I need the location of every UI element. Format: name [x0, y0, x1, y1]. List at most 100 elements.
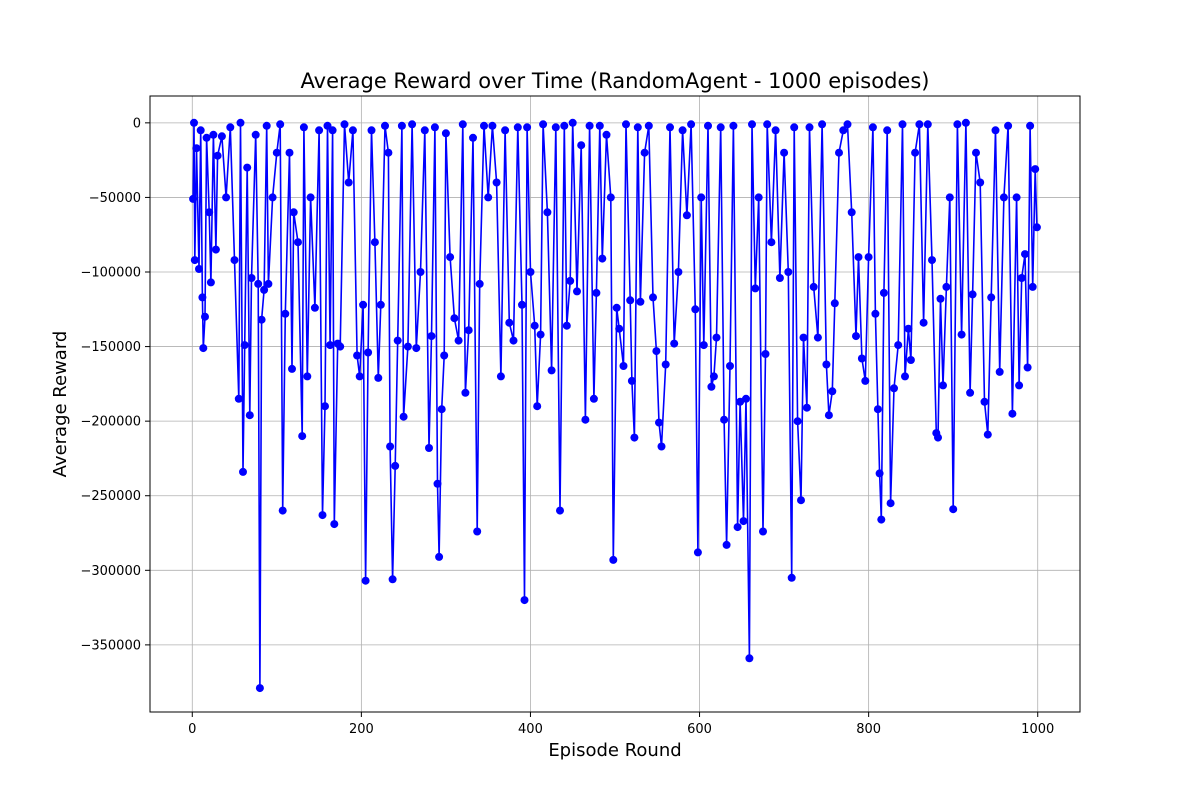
data-point	[403, 342, 412, 351]
x-tick-label: 200	[349, 722, 374, 737]
data-point	[802, 403, 811, 412]
y-tick-label: −200000	[80, 415, 141, 430]
y-tick-label: −100000	[80, 266, 141, 281]
data-point	[602, 130, 611, 139]
data-point	[991, 126, 1000, 135]
data-point	[886, 499, 895, 508]
data-point	[303, 372, 312, 381]
data-point	[370, 238, 379, 247]
data-point	[592, 288, 601, 297]
data-point	[868, 123, 877, 132]
data-point	[595, 121, 604, 130]
series-line	[192, 122, 1038, 689]
data-point	[255, 684, 264, 693]
data-point	[1012, 193, 1021, 202]
data-point	[388, 575, 397, 584]
data-point	[348, 126, 357, 135]
data-point	[195, 265, 203, 273]
data-point	[461, 388, 470, 397]
data-point	[196, 126, 205, 135]
data-point	[707, 382, 716, 391]
data-point	[416, 268, 425, 276]
data-point	[797, 496, 805, 505]
data-point	[264, 279, 273, 288]
data-point	[901, 372, 909, 381]
data-point	[222, 193, 231, 202]
data-point	[205, 208, 214, 217]
data-point	[458, 120, 467, 129]
data-point	[198, 293, 207, 302]
data-point	[298, 432, 307, 441]
data-point	[397, 121, 406, 130]
data-point	[213, 151, 222, 160]
data-point	[936, 294, 945, 303]
data-point	[999, 193, 1008, 202]
data-point	[835, 148, 843, 157]
data-point	[691, 305, 700, 314]
data-point	[630, 433, 639, 442]
data-point	[272, 148, 281, 157]
data-point	[822, 360, 831, 369]
data-point	[393, 336, 402, 345]
data-point	[430, 123, 439, 132]
data-point	[939, 381, 947, 390]
x-tick-label: 800	[856, 722, 881, 737]
data-point	[861, 376, 870, 385]
data-point	[1015, 381, 1024, 390]
data-point	[328, 126, 337, 135]
data-point	[995, 367, 1004, 376]
data-point	[367, 126, 376, 135]
data-point	[573, 287, 581, 296]
x-tick-label: 400	[518, 722, 543, 737]
data-point	[441, 129, 450, 138]
data-point	[230, 256, 239, 265]
data-point	[469, 133, 477, 142]
data-point	[1028, 282, 1037, 291]
data-point	[318, 511, 327, 520]
data-point	[745, 654, 754, 663]
data-point	[427, 332, 436, 341]
data-point	[626, 296, 635, 305]
data-point	[1031, 165, 1040, 174]
data-point	[344, 178, 353, 187]
data-point	[697, 193, 706, 202]
data-point	[488, 121, 497, 130]
data-point	[693, 548, 702, 557]
data-point	[206, 278, 215, 287]
data-point	[790, 123, 799, 132]
data-point	[247, 274, 256, 282]
data-point	[879, 288, 888, 297]
data-point	[612, 303, 621, 312]
data-point	[376, 300, 385, 309]
y-axis-label: Average Reward	[50, 331, 71, 478]
data-point	[847, 208, 856, 217]
data-point	[539, 120, 548, 129]
data-point	[736, 397, 745, 406]
data-point	[315, 126, 324, 135]
data-point	[852, 332, 860, 341]
data-point	[310, 303, 319, 312]
series-layer	[189, 118, 1041, 693]
data-point	[1021, 250, 1029, 259]
data-point	[1017, 274, 1026, 282]
chart-title: Average Reward over Time (RandomAgent - …	[301, 69, 930, 93]
data-point	[906, 356, 915, 364]
y-tick-label: −300000	[80, 564, 141, 579]
data-point	[923, 120, 932, 129]
data-point	[615, 324, 624, 333]
data-point	[399, 412, 408, 421]
data-point	[239, 467, 247, 476]
data-point	[699, 341, 708, 350]
data-point	[513, 123, 522, 132]
data-point	[980, 397, 989, 406]
data-point	[674, 268, 683, 276]
data-point	[961, 118, 970, 127]
data-point	[805, 123, 814, 132]
data-point	[1026, 121, 1035, 130]
data-point	[953, 120, 962, 129]
data-point	[543, 208, 552, 217]
data-point	[326, 341, 335, 350]
data-point	[945, 193, 954, 202]
data-point	[551, 123, 560, 132]
